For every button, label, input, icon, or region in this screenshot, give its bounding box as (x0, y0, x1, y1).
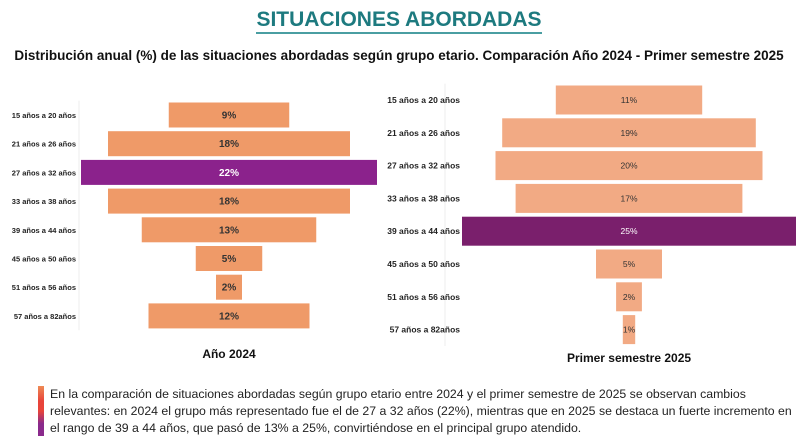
data-label: 2% (623, 292, 636, 302)
bar (501, 117, 757, 149)
data-label: 13% (219, 225, 239, 236)
bar (494, 150, 764, 182)
bar (514, 182, 744, 214)
page-title: SITUACIONES ABORDADAS (0, 8, 798, 34)
data-label: 12% (219, 311, 239, 322)
bar (167, 101, 291, 129)
category-label: 33 años a 38 años (387, 193, 460, 203)
category-label: 27 años a 32 años (387, 161, 460, 171)
data-label: 2% (222, 283, 237, 294)
accent-bar (38, 386, 44, 436)
bar (140, 216, 318, 244)
data-label: 9% (222, 111, 237, 122)
category-label: 51 años a 56 años (12, 283, 76, 292)
data-label: 22% (219, 168, 239, 179)
category-label: 33 años a 38 años (12, 197, 76, 206)
title-text: SITUACIONES ABORDADAS (256, 8, 542, 34)
bar (554, 84, 704, 116)
chart-title: Año 2024 (202, 347, 256, 361)
category-label: 15 años a 20 años (12, 111, 76, 120)
data-label: 25% (620, 226, 637, 236)
data-label: 11% (621, 95, 638, 105)
bar (194, 245, 264, 272)
data-label: 20% (620, 161, 637, 171)
category-label: 39 años a 44 años (12, 226, 76, 235)
category-label: 21 años a 26 años (12, 140, 76, 149)
data-label: 5% (623, 259, 636, 269)
bar (147, 302, 311, 330)
bar (80, 158, 378, 186)
category-label: 51 años a 56 años (387, 292, 460, 302)
category-label: 57 años a 82años (390, 325, 461, 335)
bar (461, 215, 797, 247)
category-label: 45 años a 50 años (12, 255, 76, 264)
chart-title: Primer semestre 2025 (567, 351, 691, 365)
data-label: 17% (620, 193, 637, 203)
category-label: 27 años a 32 años (12, 168, 76, 177)
category-label: 39 años a 44 años (387, 226, 460, 236)
category-label: 45 años a 50 años (387, 259, 460, 269)
data-label: 5% (222, 254, 237, 265)
data-label: 18% (219, 139, 239, 150)
bar (107, 130, 351, 158)
charts: 15 años a 20 años 9% 21 años a 26 años 18% 2… (12, 83, 797, 365)
category-label: 21 años a 26 años (387, 128, 460, 138)
data-label: 19% (620, 128, 637, 138)
bar (107, 187, 351, 215)
bar (595, 248, 663, 280)
data-label: 1% (623, 325, 636, 335)
summary-note: En la comparación de situaciones abordad… (50, 387, 792, 435)
bar (621, 314, 637, 346)
bar (615, 281, 643, 313)
category-label: 57 años a 82años (14, 312, 76, 321)
category-label: 15 años a 20 años (387, 95, 460, 105)
chart-subtitle: Distribución anual (%) de las situacione… (14, 48, 784, 63)
data-label: 18% (219, 197, 239, 208)
bar (215, 273, 243, 301)
